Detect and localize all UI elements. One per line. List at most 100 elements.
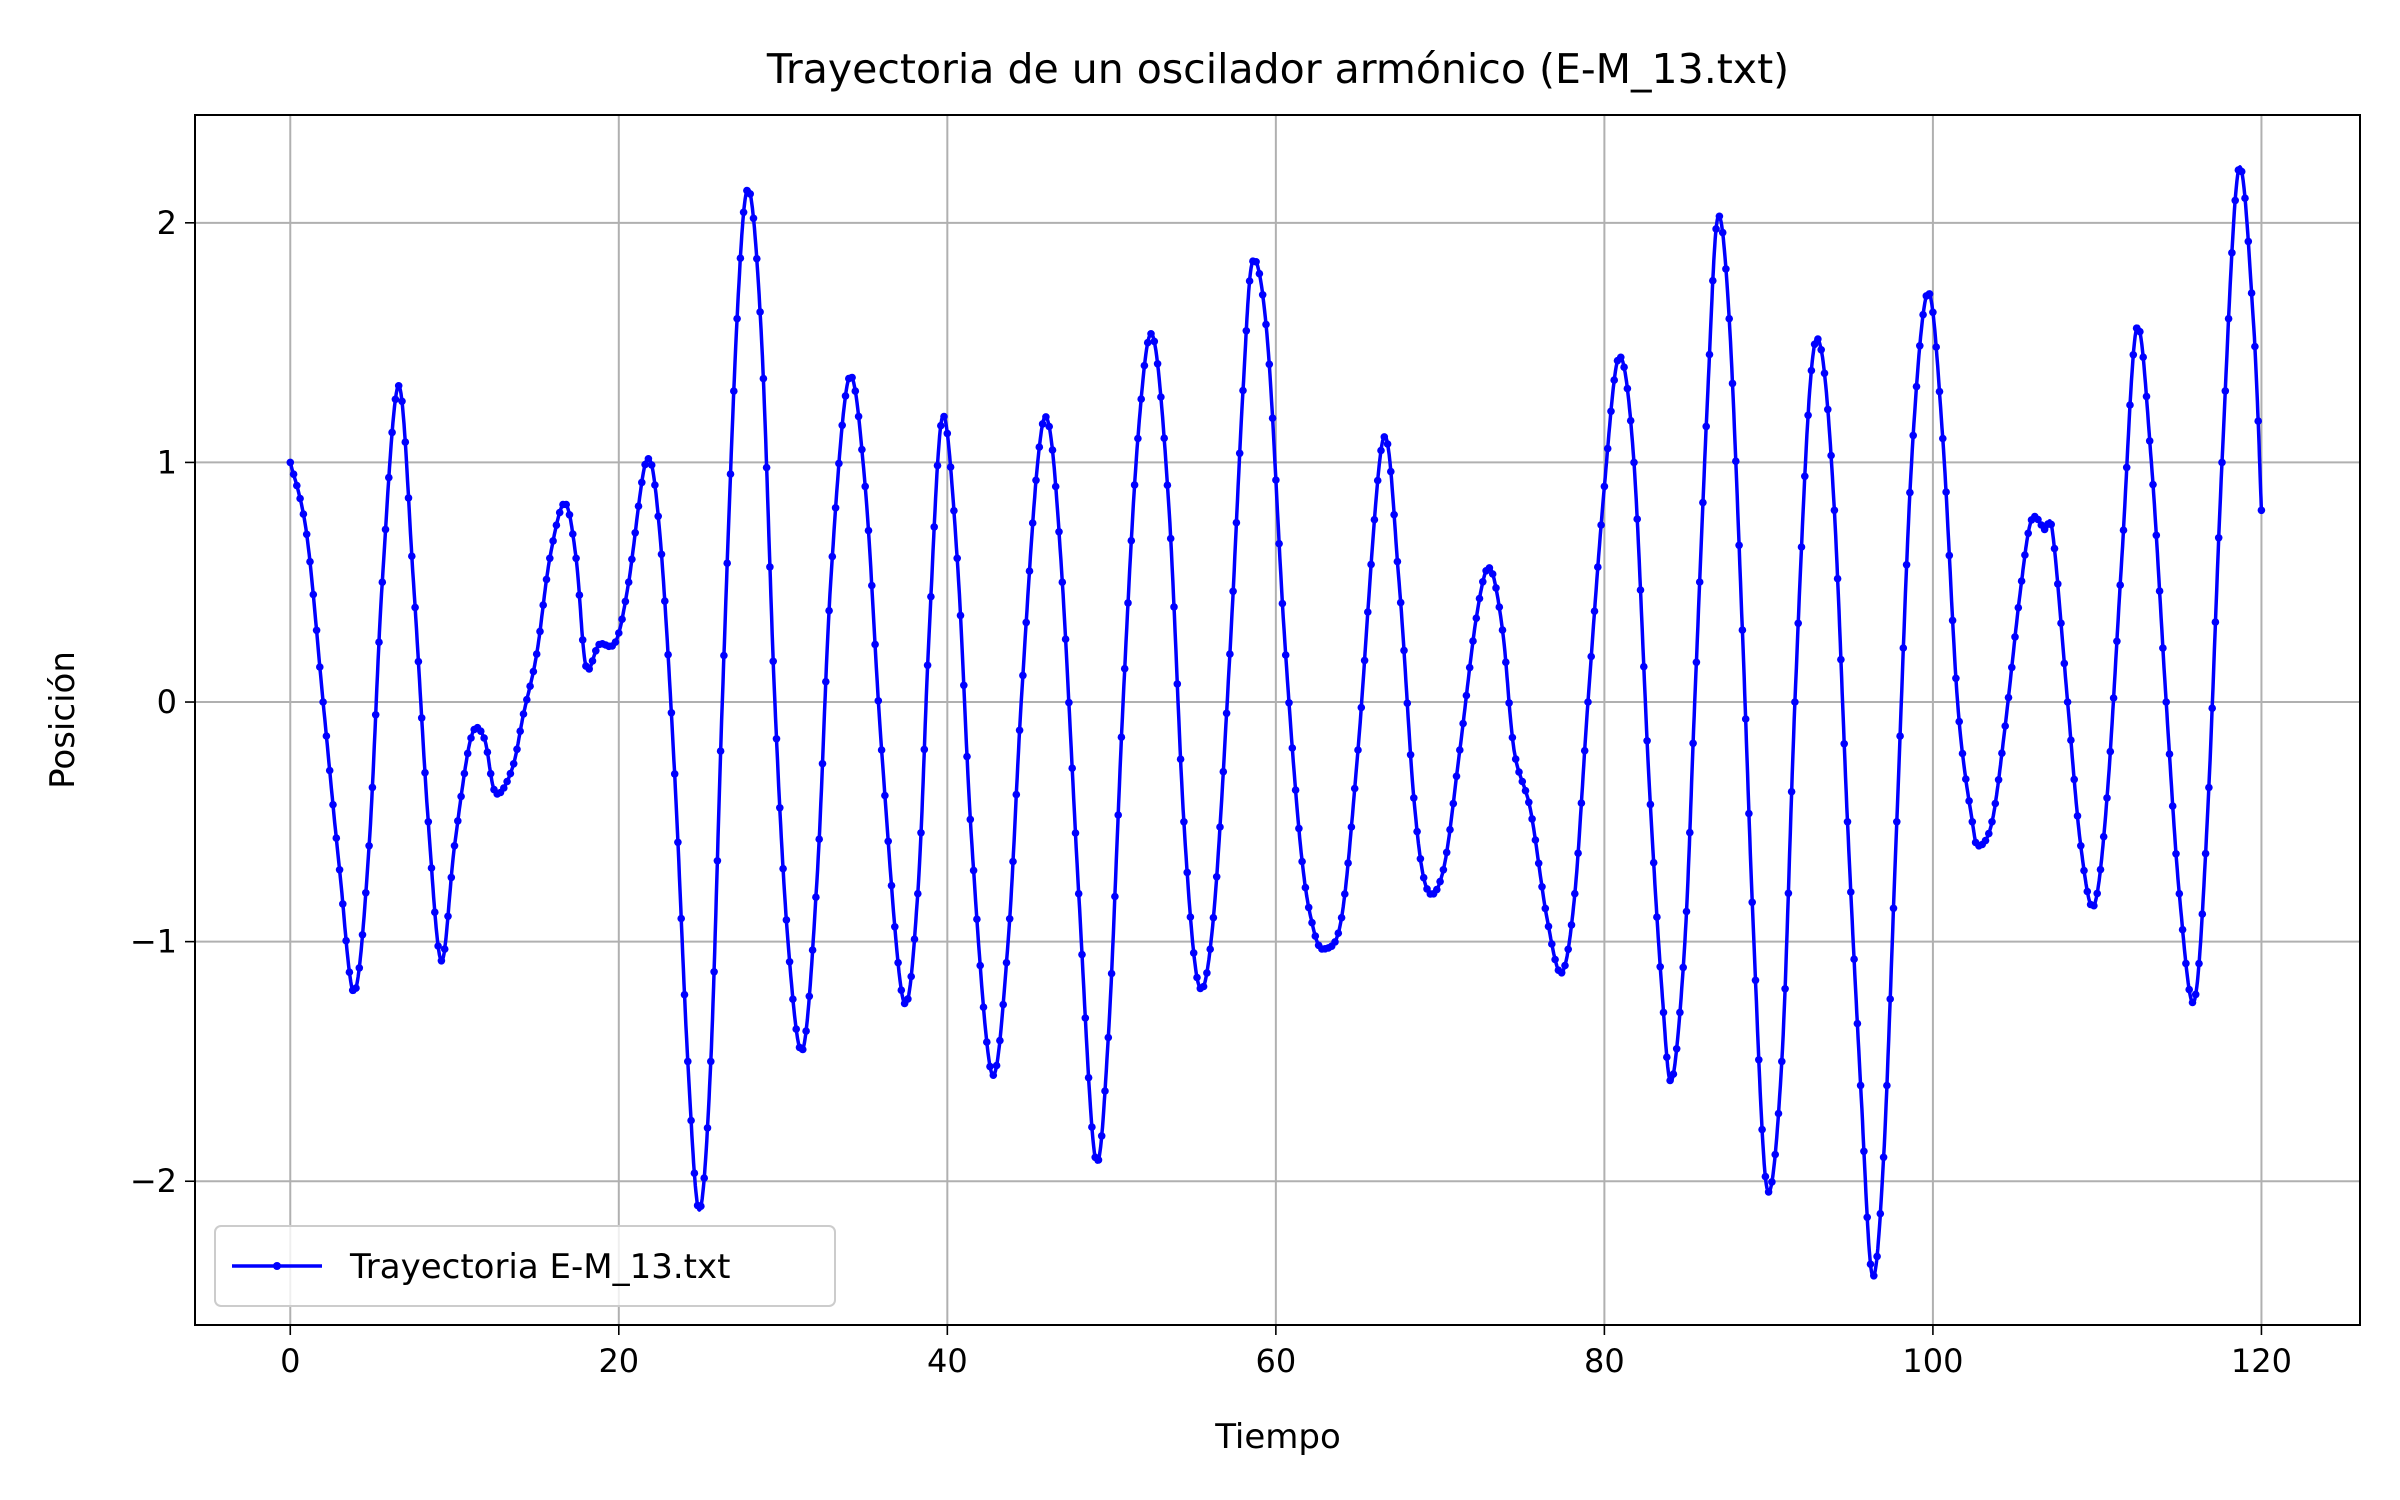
data-point <box>1623 384 1632 393</box>
data-point <box>654 512 662 521</box>
data-point <box>674 838 682 847</box>
data-point <box>1469 637 1477 645</box>
data-point <box>1643 737 1651 745</box>
data-point <box>1896 732 1904 740</box>
data-point <box>1692 658 1701 667</box>
data-point <box>1515 768 1523 776</box>
data-point <box>404 494 413 502</box>
x-axis-label: Tiempo <box>1214 1417 1341 1457</box>
data-point <box>1853 1019 1862 1028</box>
data-point <box>1370 515 1379 524</box>
data-point <box>1255 269 1264 278</box>
data-point <box>1600 482 1609 491</box>
data-point <box>1722 265 1730 273</box>
data-point <box>1189 949 1198 957</box>
data-point <box>2106 747 2115 756</box>
data-point <box>1994 776 2003 784</box>
data-point <box>1561 961 1569 970</box>
x-tick-label: 120 <box>2231 1342 2292 1380</box>
data-point <box>450 842 459 850</box>
data-point <box>1015 726 1024 735</box>
data-point <box>2057 619 2065 627</box>
data-point <box>431 908 439 916</box>
data-point <box>1850 955 1858 963</box>
data-point <box>1567 921 1576 929</box>
data-point <box>1048 446 1057 454</box>
data-point <box>394 382 403 390</box>
data-point <box>1774 1109 1783 1118</box>
data-point <box>2231 196 2239 205</box>
data-point <box>1068 764 1076 772</box>
data-point <box>1899 644 1908 652</box>
data-point <box>1153 360 1162 368</box>
data-point <box>1134 434 1142 443</box>
data-point <box>1344 859 1352 867</box>
y-axis-label: Posición <box>43 651 83 789</box>
data-point <box>703 1124 712 1132</box>
data-point <box>1242 327 1251 335</box>
data-point <box>1771 1150 1779 1159</box>
data-point <box>322 732 331 740</box>
data-point <box>2149 480 2157 489</box>
data-point <box>785 958 794 966</box>
data-point <box>979 1003 988 1011</box>
data-point <box>1929 308 1937 317</box>
data-point <box>2080 866 2088 875</box>
data-point <box>1870 1272 1878 1280</box>
data-point <box>1659 1008 1668 1017</box>
data-point <box>1055 528 1063 536</box>
data-point <box>1084 1073 1093 1082</box>
data-point <box>2060 659 2069 668</box>
data-point <box>1620 363 1628 372</box>
data-point <box>411 603 419 612</box>
data-point <box>1245 277 1254 285</box>
data-point <box>572 554 580 563</box>
data-point <box>1097 1132 1106 1140</box>
data-point <box>519 710 528 718</box>
data-point <box>1824 405 1832 414</box>
data-point <box>1446 825 1454 834</box>
data-point <box>2218 458 2226 467</box>
data-point <box>1387 467 1395 476</box>
data-point <box>1012 790 1021 799</box>
data-point <box>1488 570 1497 578</box>
data-point <box>815 835 823 843</box>
data-point <box>1061 635 1070 643</box>
data-point <box>1459 719 1467 728</box>
data-point <box>1173 680 1182 688</box>
data-point <box>437 957 446 965</box>
data-point <box>1886 995 1894 1003</box>
data-point <box>1262 320 1270 329</box>
data-point <box>1350 784 1359 793</box>
data-point <box>1439 866 1448 874</box>
data-point <box>463 749 472 758</box>
data-point <box>2004 693 2013 702</box>
data-point <box>1787 787 1796 796</box>
data-point <box>1636 586 1645 594</box>
data-point <box>1847 888 1855 896</box>
data-point <box>1354 746 1362 754</box>
data-point <box>1275 539 1283 548</box>
data-point <box>299 510 308 518</box>
data-point <box>1557 969 1566 977</box>
data-point <box>776 804 784 812</box>
data-point <box>2155 587 2164 595</box>
data-point <box>1203 969 1211 977</box>
data-point <box>1308 918 1316 927</box>
chart-title: Trayectoria de un oscilador armónico (E-… <box>766 45 1789 93</box>
data-point <box>1403 699 1412 707</box>
data-point <box>1962 775 1970 783</box>
data-point <box>1889 904 1898 913</box>
data-point <box>1518 777 1527 786</box>
data-point <box>1952 674 1960 683</box>
data-point <box>749 214 758 223</box>
data-point <box>851 387 860 395</box>
data-point <box>2008 663 2016 672</box>
data-point <box>1856 1081 1865 1090</box>
legend-entry-label: Trayectoria E-M_13.txt <box>349 1247 730 1287</box>
data-point <box>1170 603 1178 611</box>
data-point <box>1541 904 1550 913</box>
data-point <box>2188 998 2197 1007</box>
data-point <box>621 597 630 606</box>
data-point <box>391 395 400 404</box>
